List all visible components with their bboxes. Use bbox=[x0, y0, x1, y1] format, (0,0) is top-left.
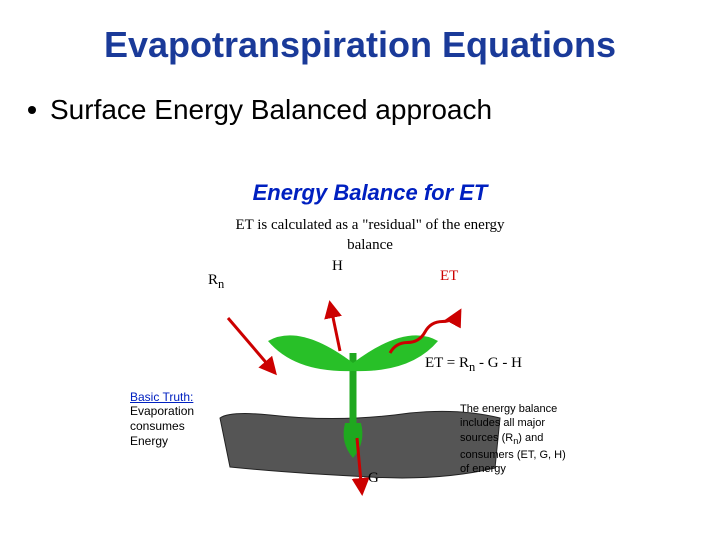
label-rn-sub: n bbox=[218, 277, 224, 291]
basic-truth-block: Basic Truth: Evaporation consumes Energy bbox=[130, 390, 194, 449]
equation-rhs: - G - H bbox=[475, 355, 522, 371]
label-et: ET bbox=[440, 268, 458, 285]
diagram-caption: ET is calculated as a "residual" of the … bbox=[140, 216, 600, 255]
note-l1: The energy balance bbox=[460, 402, 610, 416]
label-rn-text: R bbox=[208, 272, 218, 288]
arrow-h bbox=[330, 303, 340, 351]
basic-truth-l2: consumes bbox=[130, 419, 194, 434]
equation: ET = Rn - G - H bbox=[425, 355, 522, 375]
bullet-dot-icon bbox=[28, 106, 36, 114]
note-l3b: ) and bbox=[518, 432, 543, 444]
slide-title: Evapotranspiration Equations bbox=[0, 0, 720, 66]
basic-truth-l1: Evaporation bbox=[130, 404, 194, 419]
note-l4: consumers (ET, G, H) bbox=[460, 448, 610, 462]
caption-line1: ET is calculated as a "residual" of the … bbox=[235, 217, 504, 233]
equation-lhs: ET = R bbox=[425, 355, 469, 371]
note-l5: of energy bbox=[460, 462, 610, 476]
label-h: H bbox=[332, 258, 343, 275]
diagram-container: Energy Balance for ET ET is calculated a… bbox=[140, 180, 600, 510]
bullet-row: Surface Energy Balanced approach bbox=[28, 94, 720, 126]
arrow-rn bbox=[228, 318, 275, 373]
label-g: G bbox=[368, 470, 379, 487]
diagram-title: Energy Balance for ET bbox=[140, 180, 600, 206]
caption-line2: balance bbox=[347, 237, 393, 253]
note-l3a: sources (R bbox=[460, 432, 513, 444]
energy-balance-note: The energy balance includes all major so… bbox=[460, 402, 610, 476]
label-rn: Rn bbox=[208, 272, 224, 292]
bullet-text: Surface Energy Balanced approach bbox=[50, 94, 492, 126]
plant-leaf-left bbox=[268, 335, 353, 371]
basic-truth-l3: Energy bbox=[130, 434, 194, 449]
note-l2: includes all major bbox=[460, 416, 610, 430]
basic-truth-label: Basic Truth: bbox=[130, 390, 194, 404]
note-l3: sources (Rn) and bbox=[460, 431, 610, 448]
